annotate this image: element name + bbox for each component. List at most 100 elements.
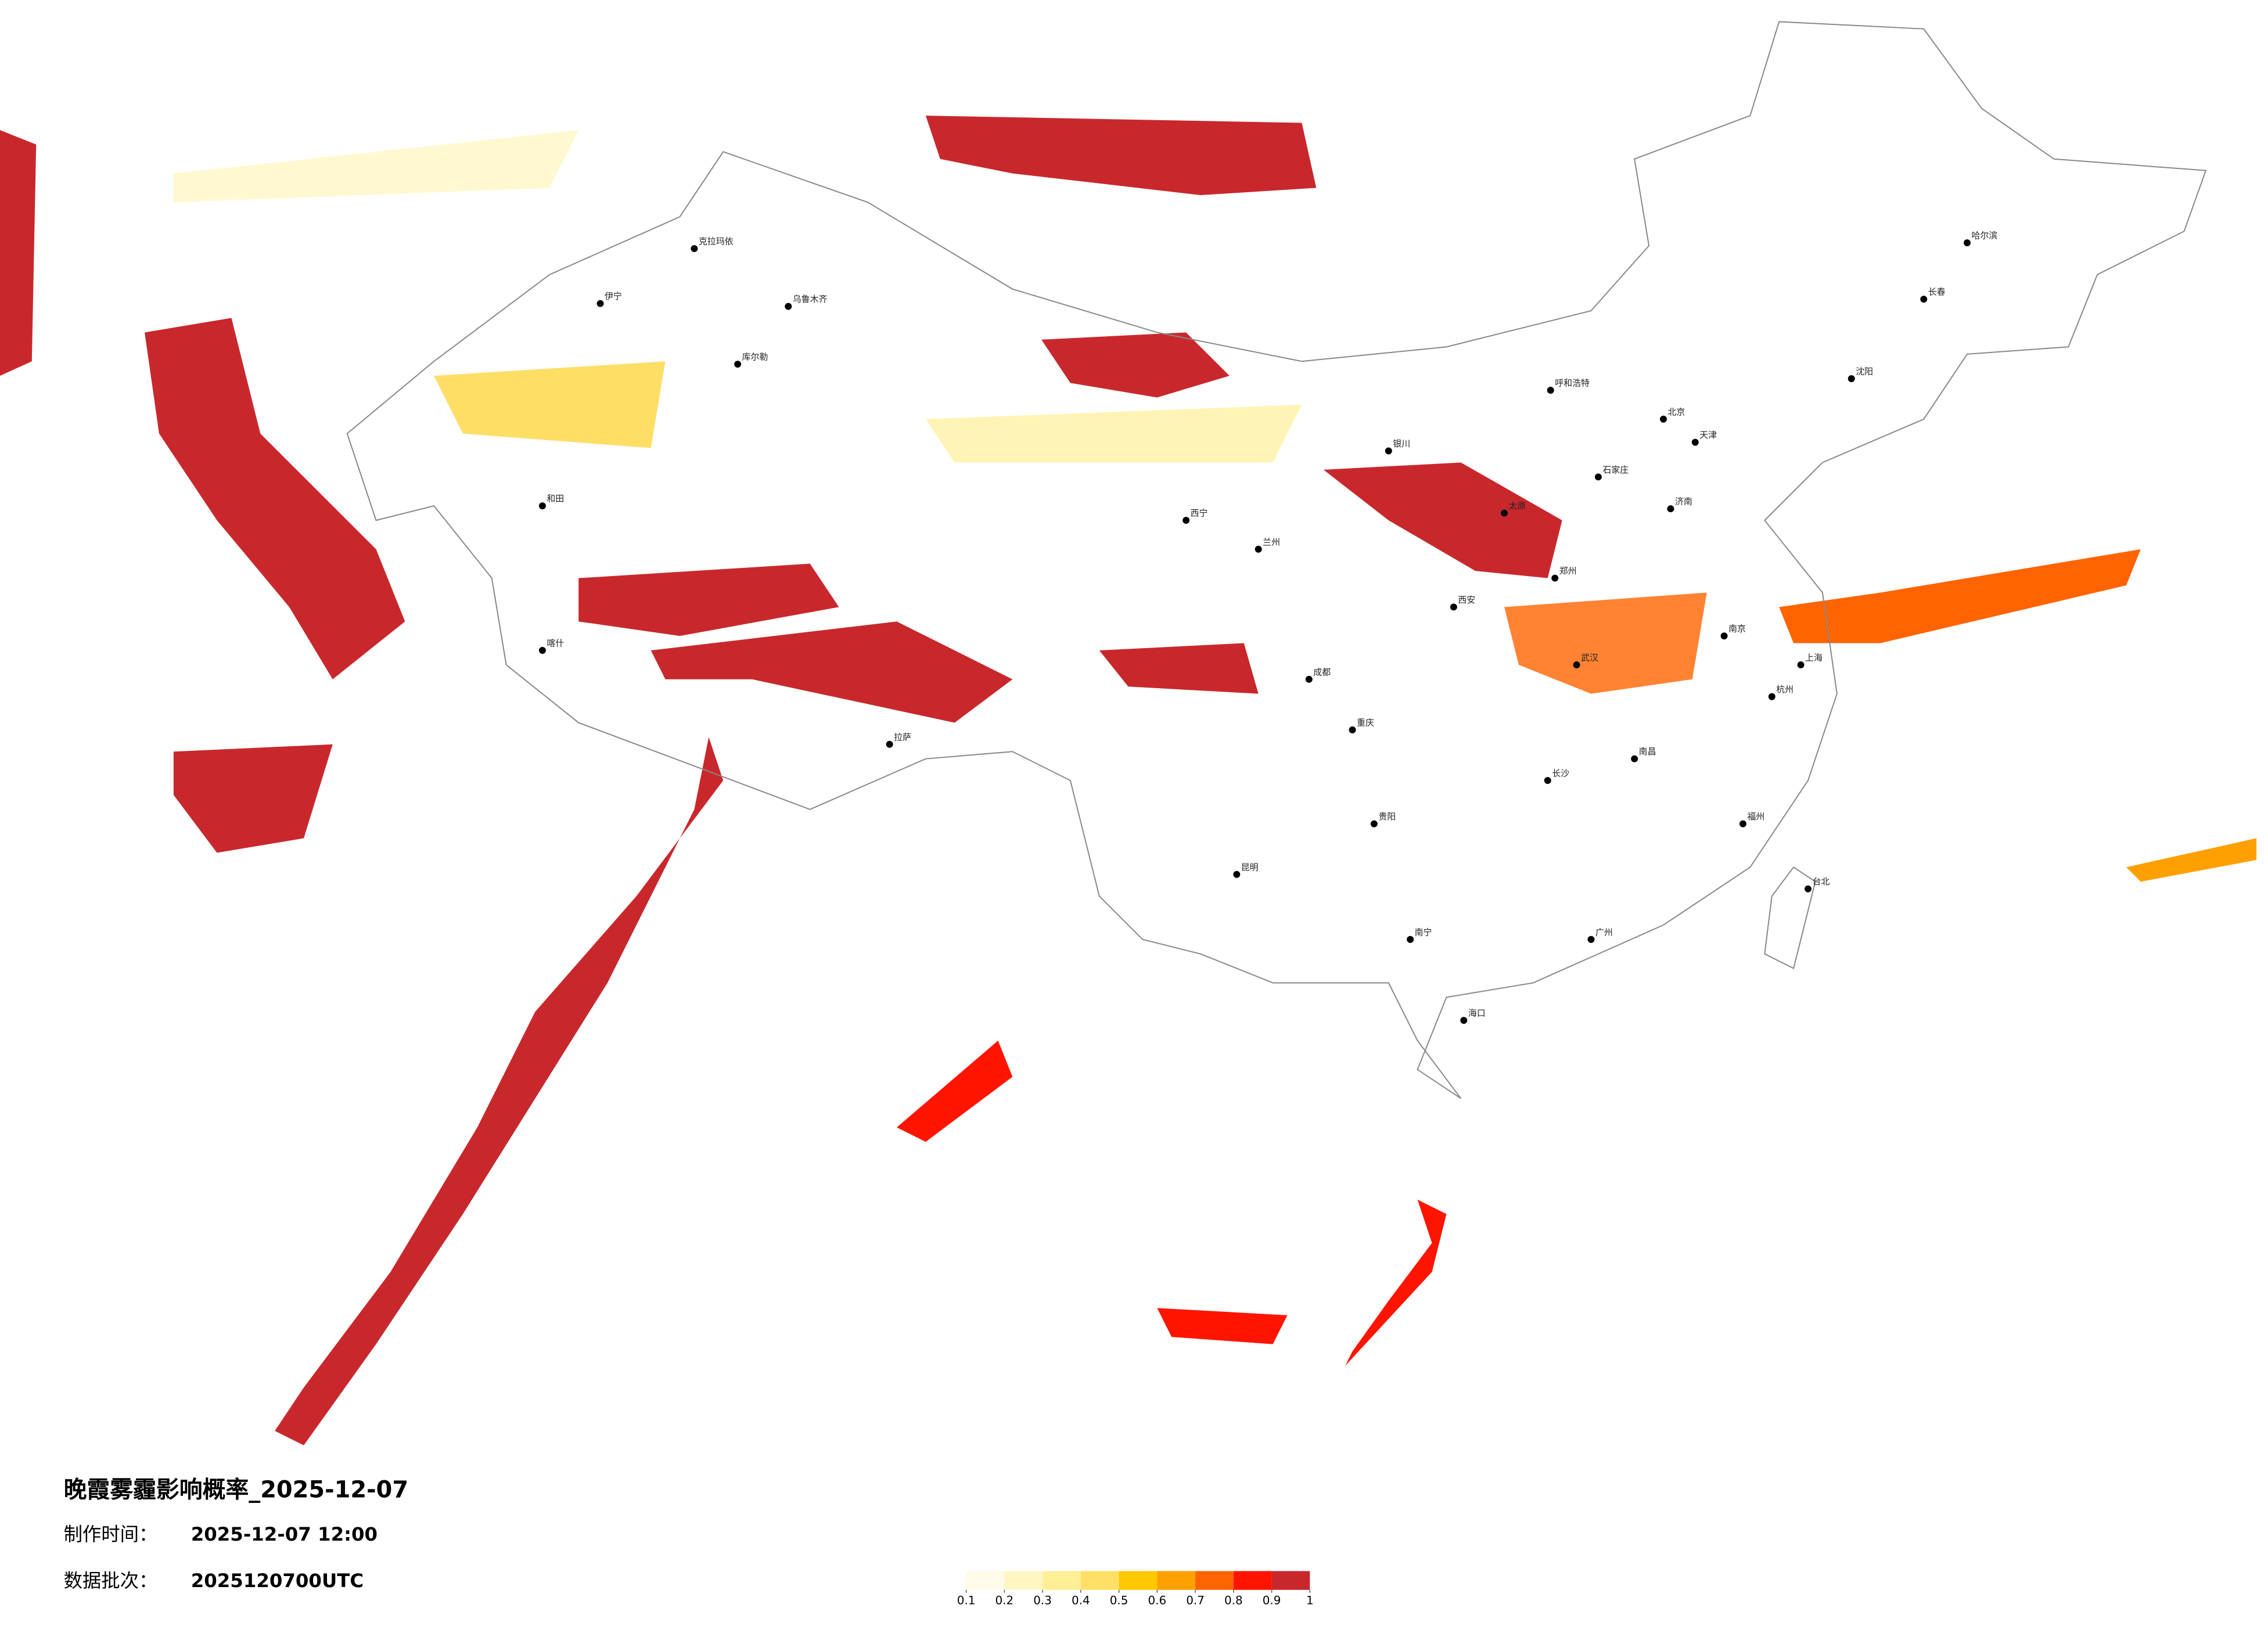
colorbar-label: 0.3: [1033, 1594, 1052, 1607]
city-label: 兰州: [1263, 537, 1280, 547]
country-border: [346, 21, 2207, 1099]
city-label: 银川: [1393, 438, 1410, 449]
city-label: 南京: [1728, 624, 1746, 634]
production-label: 制作时间：: [64, 1523, 158, 1545]
colorbar-cell: [1080, 1571, 1119, 1590]
city-dot: [1370, 820, 1378, 828]
city-label: 哈尔滨: [1971, 231, 1997, 241]
city-label: 西安: [1458, 595, 1475, 605]
city-label: 福州: [1747, 811, 1764, 822]
city-dot: [538, 502, 546, 510]
city-label: 伊宁: [605, 291, 622, 301]
city-label: 海口: [1468, 1008, 1486, 1019]
city-dot: [1660, 415, 1667, 423]
colorbar-cell: [1043, 1571, 1081, 1590]
city-dot: [1587, 936, 1595, 943]
city-label: 长沙: [1552, 768, 1569, 779]
colorbar-label: 0.9: [1263, 1594, 1281, 1607]
city-dot: [691, 245, 698, 253]
city-dot: [1797, 661, 1805, 668]
colorbar-label: 0.2: [995, 1594, 1014, 1607]
city-dot: [1920, 296, 1928, 303]
city-label: 克拉玛依: [699, 236, 734, 247]
city-dot: [1501, 509, 1508, 517]
colorbar-label: 0.4: [1072, 1594, 1090, 1607]
city-dot: [1544, 777, 1551, 784]
city-label: 呼和浩特: [1555, 378, 1590, 388]
city-label: 上海: [1805, 652, 1823, 663]
city-label: 武汉: [1581, 652, 1598, 663]
city-dot: [1547, 387, 1554, 394]
city-label: 贵阳: [1378, 811, 1396, 822]
city-dot: [1305, 675, 1313, 683]
city-label: 和田: [547, 494, 564, 504]
city-label: 郑州: [1559, 566, 1577, 576]
city-label: 乌鲁木齐: [793, 294, 828, 304]
colorbar-cell: [1195, 1571, 1234, 1590]
city-dot: [1631, 755, 1638, 762]
colorbar-label: 0.8: [1224, 1594, 1243, 1607]
city-label: 广州: [1595, 927, 1613, 937]
city-label: 石家庄: [1602, 465, 1629, 475]
city-label: 喀什: [547, 638, 564, 649]
city-label: 杭州: [1776, 684, 1793, 695]
map-title: 晚霞雾霾影响概率_2025-12-07: [64, 1477, 408, 1503]
city-dot: [1667, 505, 1674, 513]
batch-value: 2025120700UTC: [191, 1570, 364, 1592]
colorbar-label: 0.7: [1186, 1594, 1205, 1607]
city-label: 济南: [1675, 497, 1692, 507]
city-label: 长春: [1928, 287, 1946, 297]
production-time: 2025-12-07 12:00: [191, 1523, 378, 1545]
city-dot: [1450, 603, 1457, 611]
city-label: 昆明: [1241, 862, 1259, 872]
colorbar-cell: [1157, 1571, 1196, 1590]
colorbar-cell: [1233, 1571, 1272, 1590]
city-dot: [1720, 632, 1728, 640]
city-dot: [1385, 447, 1392, 455]
probability-field: [0, 116, 2257, 1445]
city-label: 库尔勒: [742, 352, 768, 362]
colorbar-cell: [1271, 1571, 1310, 1590]
city-label: 天津: [1699, 430, 1717, 440]
city-label: 北京: [1667, 406, 1685, 417]
city-dot: [886, 740, 893, 748]
colorbar-label: 0.5: [1110, 1594, 1128, 1607]
city-dot: [1964, 239, 1971, 247]
colorbar: 0.1 0.2 0.3 0.4 0.5 0.6 0.7 0.8 0.9 1: [957, 1571, 1314, 1607]
city-dot: [1182, 517, 1190, 524]
city-dot: [1768, 693, 1775, 700]
city-dot: [1551, 574, 1559, 582]
colorbar-label: 1: [1306, 1594, 1314, 1607]
city-label: 南宁: [1415, 927, 1432, 937]
city-dot: [1573, 661, 1580, 668]
colorbar-cell: [1119, 1571, 1158, 1590]
city-label: 太原: [1509, 501, 1526, 511]
city-dot: [1594, 473, 1602, 481]
city-dot: [1349, 726, 1356, 733]
city-dot: [596, 300, 604, 307]
city-dot: [734, 361, 742, 368]
city-label: 成都: [1313, 667, 1331, 677]
colorbar-label: 0.1: [957, 1594, 976, 1607]
city-dot: [1691, 438, 1699, 446]
city-label: 沈阳: [1856, 366, 1873, 377]
city-label: 拉萨: [894, 732, 911, 742]
city-dot: [1848, 375, 1855, 383]
city-label: 西宁: [1191, 508, 1208, 519]
colorbar-cell: [966, 1571, 1005, 1590]
city-dot: [1255, 545, 1262, 553]
city-dot: [1739, 820, 1746, 828]
colorbar-label: 0.6: [1148, 1594, 1167, 1607]
city-label: 南昌: [1639, 746, 1656, 757]
city-dot: [538, 647, 546, 654]
batch-label: 数据批次：: [64, 1570, 158, 1592]
city-label: 重庆: [1357, 717, 1374, 728]
colorbar-cell: [1004, 1571, 1043, 1590]
city-dot: [1805, 885, 1812, 893]
city-label: 台北: [1813, 876, 1830, 887]
city-dot: [1233, 870, 1241, 878]
taiwan-border: [1764, 866, 1816, 970]
city-dot: [1460, 1017, 1468, 1024]
